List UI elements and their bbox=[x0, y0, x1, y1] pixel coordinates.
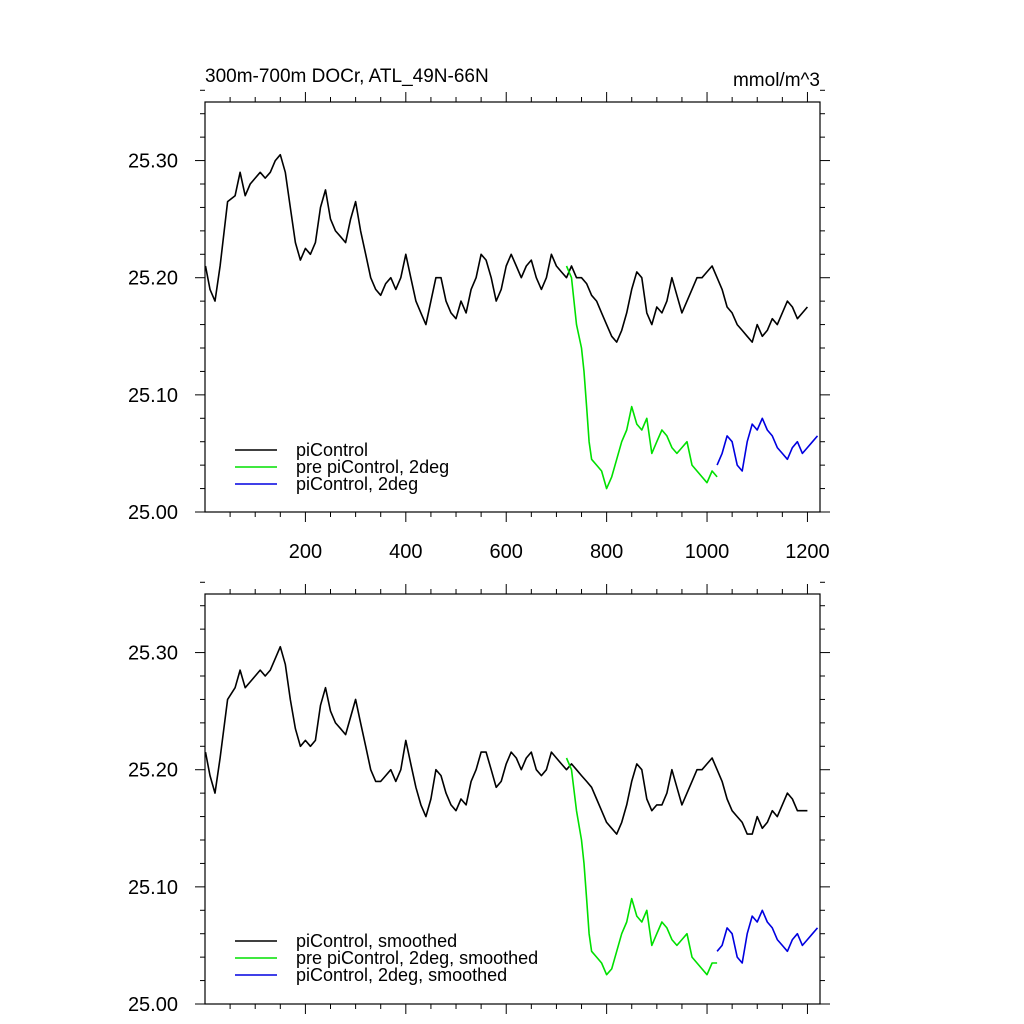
y-tick-label: 25.30 bbox=[128, 151, 178, 173]
x-tick-label: 600 bbox=[490, 541, 523, 563]
y-tick-label: 25.10 bbox=[128, 385, 178, 407]
legend-label: pre piControl, 2deg bbox=[296, 457, 449, 477]
y-tick-label: 25.00 bbox=[128, 994, 178, 1016]
legend-label: pre piControl, 2deg, smoothed bbox=[296, 948, 538, 968]
series-line-picontrol-2deg bbox=[716, 417, 819, 472]
series-line-picontrol-2deg-smoothed bbox=[716, 909, 819, 964]
chart-title: 300m-700m DOCr, ATL_49N-66N bbox=[205, 66, 489, 87]
series-line-pre-picontrol-2deg bbox=[565, 265, 718, 490]
legend-label: piControl, 2deg bbox=[296, 474, 418, 494]
y-tick-label: 25.20 bbox=[128, 760, 178, 782]
legend-label: piControl, 2deg, smoothed bbox=[296, 965, 507, 985]
y-tick-label: 25.20 bbox=[128, 268, 178, 290]
series-line-pre-picontrol-2deg-smoothed bbox=[565, 757, 718, 976]
plot-frame bbox=[204, 593, 821, 1005]
plot-frame bbox=[204, 101, 821, 513]
x-tick-label: 400 bbox=[389, 541, 422, 563]
y-tick-label: 25.00 bbox=[128, 502, 178, 524]
x-tick-label: 800 bbox=[590, 541, 623, 563]
top-panel: 25.00 25.10 25.20 25.30 200 400 600 800 1000 1200… bbox=[128, 89, 830, 563]
x-tick-label: 200 bbox=[289, 541, 322, 563]
y-tick-label: 25.30 bbox=[128, 643, 178, 665]
x-tick-label: 1000 bbox=[685, 541, 730, 563]
series-line-picontrol-smoothed bbox=[204, 645, 808, 835]
legend-label: piControl, smoothed bbox=[296, 931, 457, 951]
series-line-picontrol bbox=[204, 153, 809, 343]
x-tick-label: 1200 bbox=[785, 541, 830, 563]
y-tick-label: 25.10 bbox=[128, 877, 178, 899]
units-label: mmol/m^3 bbox=[733, 70, 820, 91]
legend-label: piControl bbox=[296, 440, 368, 460]
